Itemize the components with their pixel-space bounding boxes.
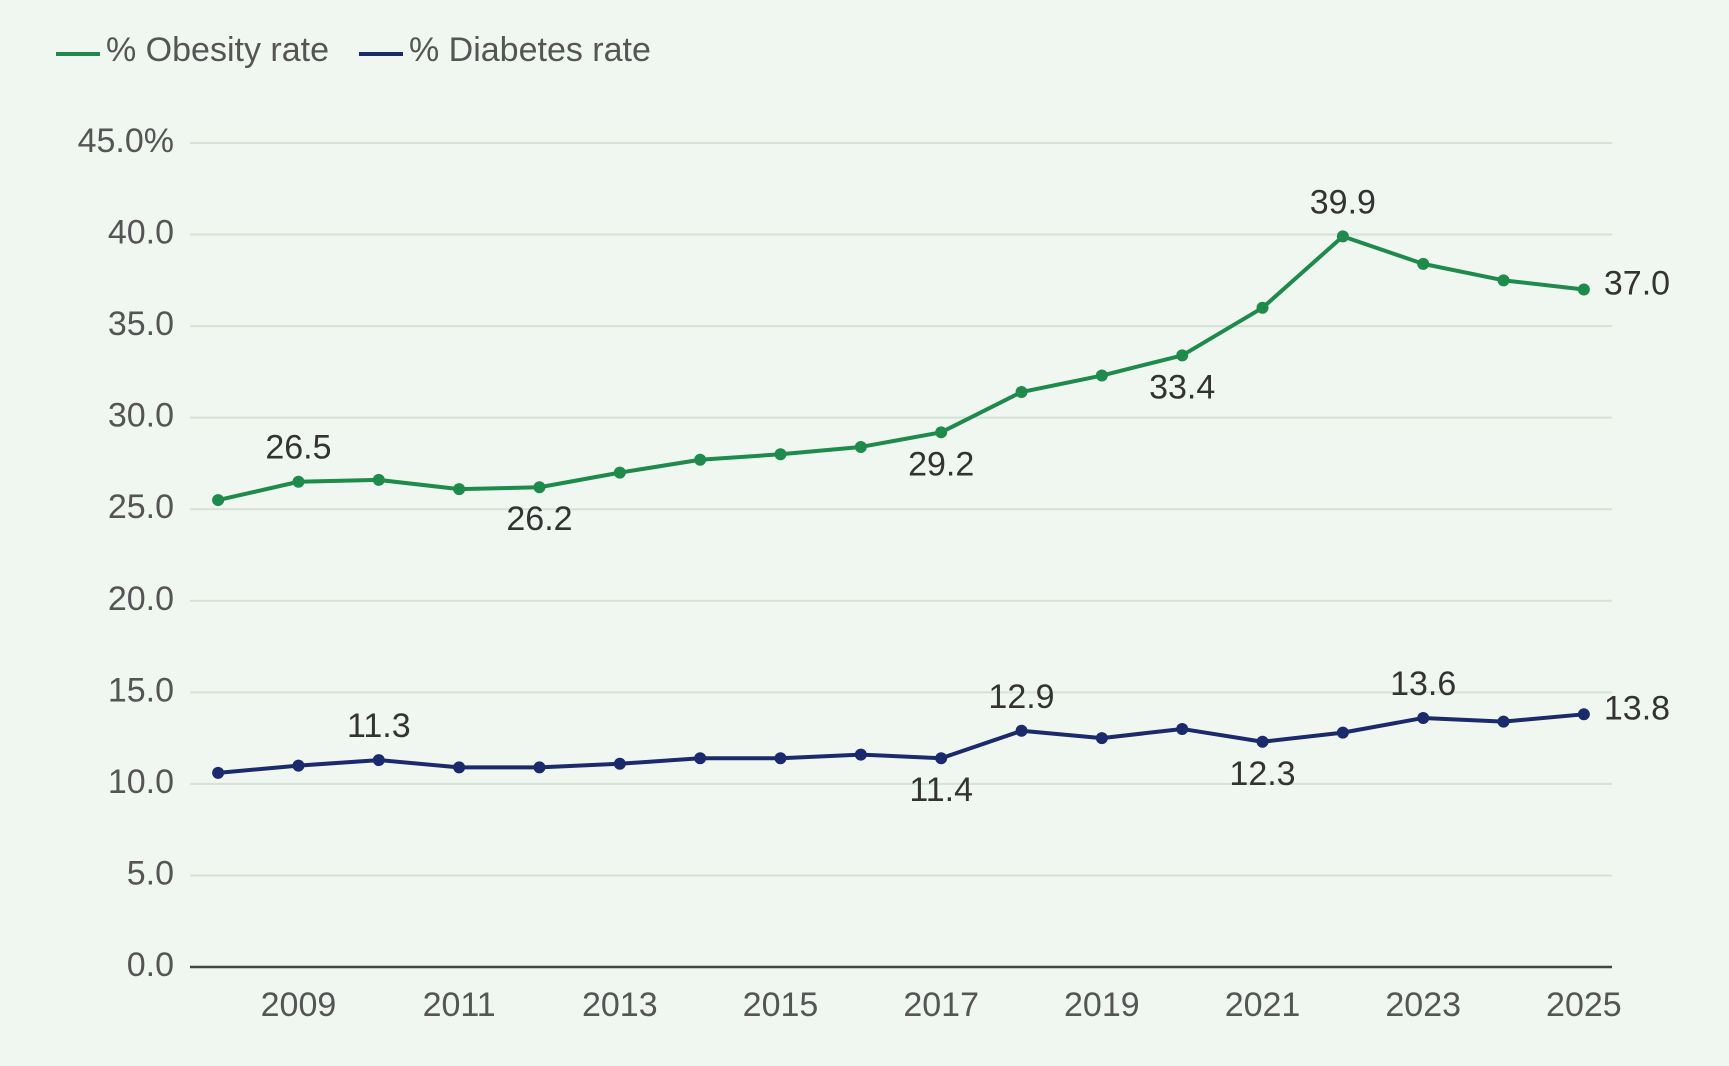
data-point [1095, 732, 1108, 745]
data-label: 26.5 [265, 429, 331, 467]
data-point [854, 440, 867, 453]
data-label: 13.8 [1604, 689, 1670, 727]
data-point [774, 752, 787, 765]
data-point [1176, 722, 1189, 735]
x-tick-label: 2009 [261, 986, 337, 1024]
y-tick-label: 30.0 [108, 397, 174, 435]
y-tick-label: 25.0 [108, 488, 174, 526]
data-point [1577, 708, 1590, 721]
legend-label: % Obesity rate [106, 31, 329, 69]
data-point [1095, 369, 1108, 382]
data-point [1417, 257, 1430, 270]
series-line [217, 712, 1585, 775]
data-label: 26.2 [506, 500, 572, 538]
data-point [1256, 735, 1269, 748]
data-point [1336, 726, 1349, 739]
data-label: 11.4 [909, 771, 973, 809]
y-tick-label: 10.0 [108, 763, 174, 801]
data-label: 12.9 [988, 678, 1054, 716]
data-point [1417, 711, 1430, 724]
data-point [212, 494, 225, 507]
data-point [1176, 349, 1189, 362]
data-point [1577, 283, 1590, 296]
x-tick-label: 2021 [1225, 986, 1301, 1024]
x-tick-label: 2023 [1385, 986, 1461, 1024]
data-point [372, 473, 385, 486]
x-tick-label: 2017 [903, 986, 979, 1024]
legend-label: % Diabetes rate [409, 31, 651, 69]
data-point [694, 752, 707, 765]
data-point [212, 766, 225, 779]
data-label: 13.6 [1390, 665, 1456, 703]
data-point [533, 761, 546, 774]
data-point [774, 448, 787, 461]
data-point [613, 466, 626, 479]
data-label: 37.0 [1604, 264, 1670, 302]
data-point [292, 475, 305, 488]
y-tick-label: 35.0 [108, 305, 174, 343]
x-tick-label: 2011 [423, 986, 496, 1024]
y-tick-label: 45.0% [78, 122, 174, 160]
y-tick-label: 40.0 [108, 214, 174, 252]
data-point [1015, 386, 1028, 399]
y-tick-label: 0.0 [127, 946, 174, 984]
x-tick-label: 2019 [1064, 986, 1140, 1024]
x-tick-label: 2015 [743, 986, 819, 1024]
data-label: 39.9 [1310, 183, 1376, 221]
data-label: 11.3 [347, 707, 411, 745]
data-point [453, 483, 466, 496]
y-tick-label: 15.0 [108, 671, 174, 709]
data-point [1336, 230, 1349, 243]
series-line [217, 234, 1585, 503]
x-tick-label: 2013 [582, 986, 658, 1024]
data-point [854, 748, 867, 761]
data-label: 33.4 [1149, 368, 1215, 406]
data-point [1015, 724, 1028, 737]
data-label: 12.3 [1229, 755, 1295, 793]
data-point [292, 759, 305, 772]
data-label: 29.2 [908, 445, 974, 483]
y-tick-label: 5.0 [127, 854, 174, 892]
data-point [935, 426, 948, 439]
data-point [533, 481, 546, 494]
data-point [453, 761, 466, 774]
data-point [1497, 274, 1510, 287]
y-tick-label: 20.0 [108, 580, 174, 618]
data-point [1497, 715, 1510, 728]
data-point [1256, 301, 1269, 314]
x-tick-label: 2025 [1546, 986, 1622, 1024]
data-point [694, 453, 707, 466]
data-point [372, 754, 385, 767]
data-point [613, 757, 626, 770]
data-point [935, 752, 948, 765]
